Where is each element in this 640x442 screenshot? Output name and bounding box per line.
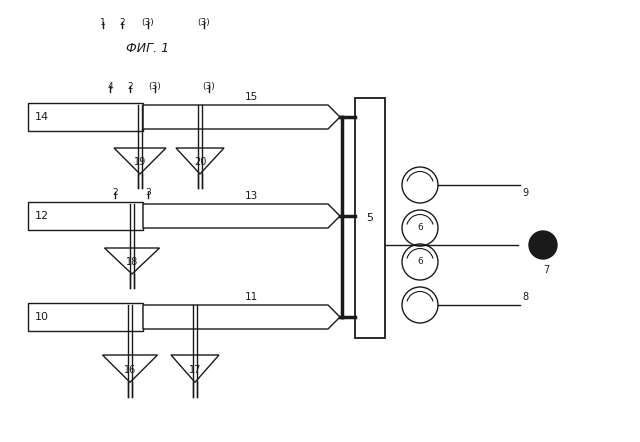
Text: 6: 6 [417,258,423,267]
Text: 19: 19 [134,157,146,167]
Text: 16: 16 [124,365,136,375]
Bar [28,303,143,331]
Text: 2: 2 [119,18,125,27]
Text: 1: 1 [100,18,106,27]
Text: 8: 8 [522,292,528,302]
Text: 9: 9 [522,188,528,198]
Text: 11: 11 [244,292,258,302]
Text: 18: 18 [126,257,138,267]
Text: (3): (3) [148,82,161,91]
Text: 12: 12 [35,211,49,221]
Text: 20: 20 [194,157,206,167]
Text: 5: 5 [367,213,374,223]
Text: 6: 6 [417,224,423,232]
Text: 3: 3 [145,188,151,197]
Text: (3): (3) [198,18,211,27]
Polygon shape [143,305,340,329]
Text: 14: 14 [35,112,49,122]
Text: (3): (3) [203,82,216,91]
Bar [355,98,385,338]
Bar [28,202,143,230]
Polygon shape [143,105,340,129]
Text: (3): (3) [141,18,154,27]
Text: 17: 17 [189,365,201,375]
Bar [28,103,143,131]
Text: 15: 15 [244,92,258,102]
Text: 13: 13 [244,191,258,201]
Text: 2: 2 [112,188,118,197]
Text: 7: 7 [543,265,549,275]
Text: 4: 4 [107,82,113,91]
Text: ФИГ. 1: ФИГ. 1 [127,42,170,54]
Polygon shape [143,204,340,228]
Text: 2: 2 [127,82,133,91]
Text: 10: 10 [35,312,49,322]
Circle shape [529,231,557,259]
